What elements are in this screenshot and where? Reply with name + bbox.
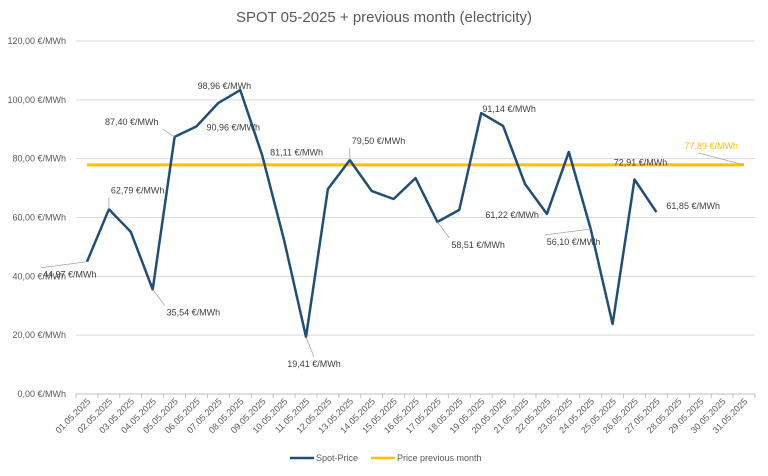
data-label: 61,85 €/MWh [666,201,720,211]
y-tick-label: 0,00 €/MWh [17,389,66,399]
data-label: 72,91 €/MWh [614,158,668,168]
data-label: 35,54 €/MWh [167,307,221,317]
series-layer [85,88,745,339]
data-label-leader-line [152,289,165,306]
y-tick-label: 100,00 €/MWh [7,95,66,105]
data-label: 81,11 €/MWh [270,147,323,157]
data-label: 91,14 €/MWh [482,104,536,114]
data-label-leader-line [437,221,450,239]
chart-title: SPOT 05-2025 + previous month (electrici… [236,9,532,26]
y-tick-label: 40,00 €/MWh [12,271,66,281]
data-label-leader-line [162,128,175,138]
y-tick-label: 60,00 €/MWh [12,213,66,223]
data-label: 44,97 €/MWh [43,270,97,280]
data-label: 56,10 €/MWh [547,237,601,247]
y-axis: 0,00 €/MWh 20,00 €/MWh 40,00 €/MWh 60,00 €/… [7,36,66,399]
data-label: 58,51 €/MWh [451,240,505,250]
data-label: 79,50 €/MWh [352,136,406,146]
legend-label-previous-month: Price previous month [397,453,482,463]
data-label: 77,89 €/MWh [684,141,738,151]
data-label: 61,22 €/MWh [485,210,539,220]
data-label: 19,41 €/MWh [287,359,341,369]
legend-label-spot-price: Spot-Price [316,453,358,463]
legend: Spot-Price Price previous month [290,453,482,463]
data-label-leader-line [305,336,315,358]
data-label-leader-line [697,152,745,166]
data-label: 98,96 €/MWh [198,81,252,91]
y-tick-label: 20,00 €/MWh [12,330,66,340]
data-label: 90,96 €/MWh [206,122,260,132]
data-labels: 44,97 €/MWh 62,79 €/MWh 35,54 €/MWh 87,40 €… [40,81,745,369]
data-label: 87,40 €/MWh [105,117,159,127]
y-tick-label: 80,00 €/MWh [12,154,66,164]
y-tick-label: 120,00 €/MWh [7,36,66,46]
data-label: 62,79 €/MWh [111,185,165,195]
data-label-leader-line [40,261,88,269]
series-line-spot-price [85,88,658,339]
data-label-leader-line [544,228,591,236]
gridlines [76,40,755,336]
